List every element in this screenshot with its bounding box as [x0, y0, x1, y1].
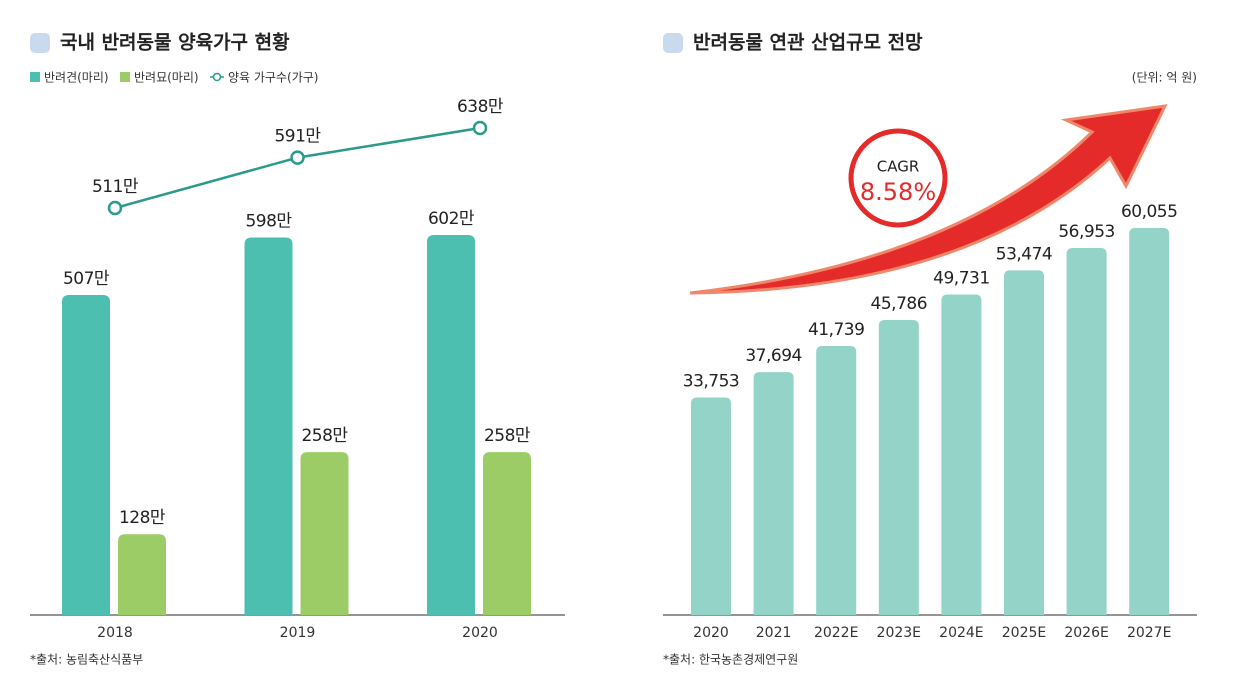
bar [1129, 228, 1170, 615]
x-tick-label: 2026E [1064, 625, 1108, 641]
value-label: 591만 [274, 127, 321, 147]
annotation-value: 8.58% [860, 178, 936, 206]
x-tick-label: 2020 [462, 625, 498, 641]
source: *출처: 한국농촌경제연구원 [663, 653, 798, 667]
x-tick-label: 2023E [877, 625, 921, 641]
line-marker [107, 200, 123, 216]
value-label: 598만 [245, 212, 292, 232]
legend-label: 양육 가구수(가구) [228, 71, 318, 85]
bar [118, 534, 166, 615]
bar [62, 294, 110, 615]
bar [427, 235, 475, 615]
bar [483, 452, 531, 615]
x-tick-label: 2027E [1127, 625, 1171, 641]
source: *출처: 농림축산식품부 [30, 653, 143, 667]
x-tick-label: 2019 [280, 625, 316, 641]
annotation-circle [848, 128, 948, 228]
value-label: 45,786 [871, 294, 927, 314]
bar [244, 237, 293, 616]
legend-label: 반려견(마리) [44, 71, 109, 85]
chart-title: 반려동물 연관 산업규모 전망 [693, 32, 923, 54]
value-label: 56,953 [1058, 222, 1114, 242]
x-tick-label: 2022E [814, 625, 858, 641]
bar [878, 319, 919, 615]
value-label: 507만 [63, 269, 110, 289]
arrow [689, 104, 1168, 295]
bar [1004, 270, 1044, 615]
value-label: 511만 [92, 177, 139, 197]
bar [1066, 247, 1107, 616]
legend-label: 반려묘(마리) [134, 71, 199, 85]
legend-marker [212, 72, 222, 82]
bar [300, 452, 349, 615]
x-tick-label: 2018 [97, 625, 133, 641]
value-label: 60,055 [1121, 202, 1177, 222]
value-label: 37,694 [745, 346, 801, 366]
x-tick-label: 2024E [939, 625, 983, 641]
value-label: 128만 [119, 508, 166, 528]
value-label: 602만 [428, 209, 475, 229]
legend-swatch [30, 72, 40, 82]
value-label: 258만 [301, 426, 348, 446]
growth-arrow [689, 104, 1168, 295]
bar [816, 346, 857, 615]
line-marker [290, 150, 305, 165]
value-label: 41,739 [808, 320, 864, 340]
line-marker [472, 120, 488, 136]
value-label: 33,753 [683, 371, 739, 391]
chart-title: 국내 반려동물 양육가구 현황 [60, 31, 290, 54]
value-label: 638만 [457, 97, 504, 117]
unit-label: (단위: 억 원) [1132, 71, 1197, 85]
value-label: 49,731 [933, 269, 989, 289]
x-tick-label: 2020 [693, 625, 729, 641]
bar [753, 372, 794, 615]
title-icon [30, 33, 50, 53]
annotation-label: CAGR [877, 158, 920, 176]
legend-swatch [120, 72, 130, 82]
value-label: 258만 [484, 426, 531, 446]
x-tick-label: 2021 [756, 625, 792, 641]
value-label: 53,474 [996, 244, 1052, 264]
title-icon [663, 33, 683, 53]
bar [691, 397, 731, 615]
x-tick-label: 2025E [1002, 625, 1046, 641]
bar [941, 294, 982, 615]
